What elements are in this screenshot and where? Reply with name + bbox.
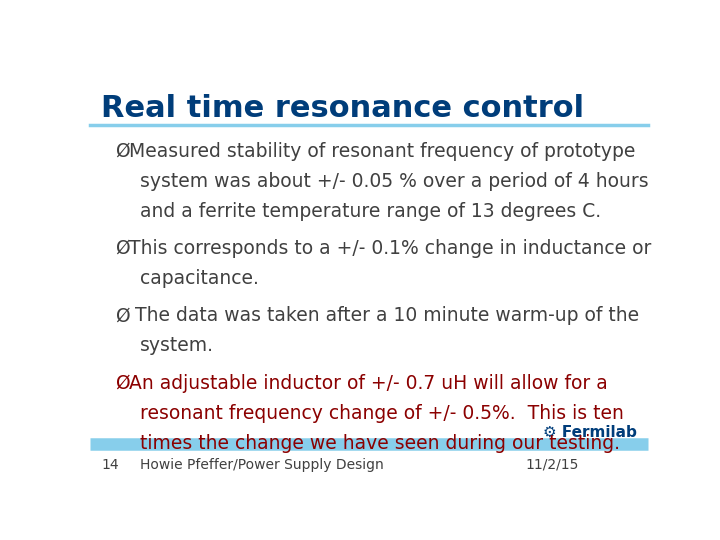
Text: Ø: Ø [115, 141, 130, 161]
Text: Real time resonance control: Real time resonance control [101, 94, 585, 123]
Text: resonant frequency change of +/- 0.5%.  This is ten: resonant frequency change of +/- 0.5%. T… [140, 404, 624, 423]
Text: 11/2/15: 11/2/15 [526, 458, 579, 472]
Text: This corresponds to a +/- 0.1% change in inductance or: This corresponds to a +/- 0.1% change in… [129, 239, 652, 258]
Text: Howie Pfeffer/Power Supply Design: Howie Pfeffer/Power Supply Design [140, 458, 384, 472]
Text: Ø: Ø [115, 374, 130, 393]
Text: and a ferrite temperature range of 13 degrees C.: and a ferrite temperature range of 13 de… [140, 201, 601, 221]
Text: capacitance.: capacitance. [140, 269, 259, 288]
Text: system.: system. [140, 336, 215, 355]
Text: times the change we have seen during our testing.: times the change we have seen during our… [140, 434, 620, 453]
Text: The data was taken after a 10 minute warm-up of the: The data was taken after a 10 minute war… [129, 306, 639, 326]
Text: system was about +/- 0.05 % over a period of 4 hours: system was about +/- 0.05 % over a perio… [140, 172, 649, 191]
Text: An adjustable inductor of +/- 0.7 uH will allow for a: An adjustable inductor of +/- 0.7 uH wil… [129, 374, 608, 393]
Text: Measured stability of resonant frequency of prototype: Measured stability of resonant frequency… [129, 141, 636, 161]
Text: Ø: Ø [115, 239, 130, 258]
Text: ⚙ Fermilab: ⚙ Fermilab [543, 425, 637, 440]
Text: Ø: Ø [115, 306, 130, 326]
Text: 14: 14 [101, 458, 119, 472]
